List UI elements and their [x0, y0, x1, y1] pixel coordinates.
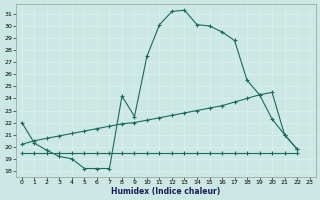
X-axis label: Humidex (Indice chaleur): Humidex (Indice chaleur) — [111, 187, 220, 196]
